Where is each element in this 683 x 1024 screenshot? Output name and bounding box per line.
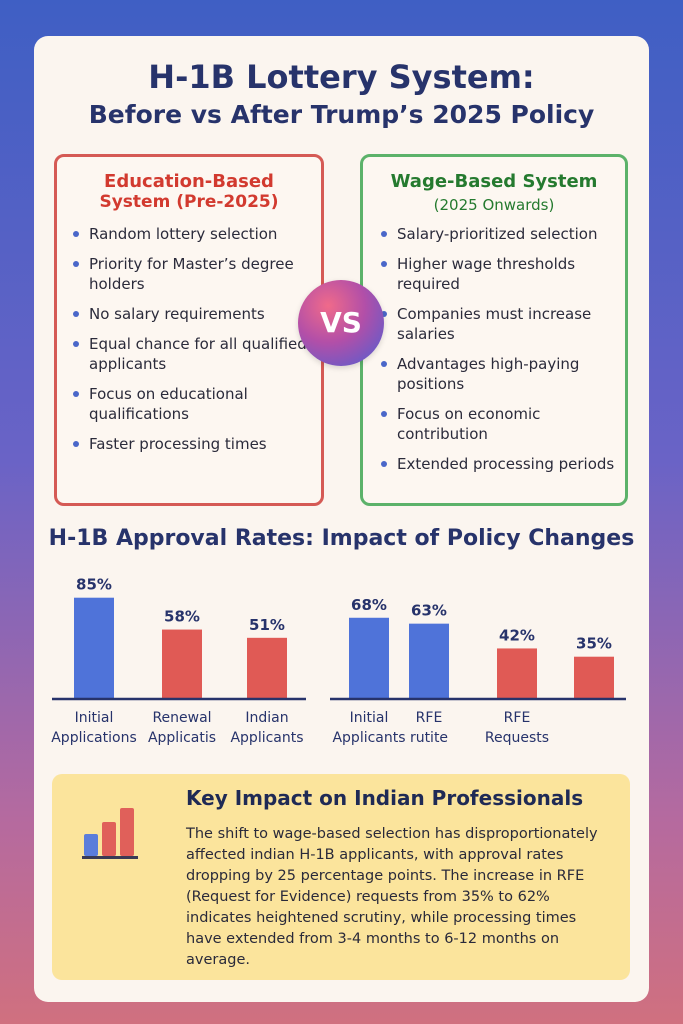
bar-1-1 <box>409 623 449 698</box>
list-item: Equal chance for all qualified applicant… <box>73 334 321 374</box>
category-label: Initial <box>75 710 114 726</box>
bullet-icon <box>381 461 387 467</box>
category-label: Applicants <box>332 730 405 746</box>
category-label: Requests <box>485 730 549 746</box>
bullet-icon <box>73 261 79 267</box>
key-impact-heading: Key Impact on Indian Professionals <box>186 786 584 810</box>
list-item: Faster processing times <box>73 434 321 454</box>
category-label: Applications <box>51 730 137 746</box>
key-impact-body: The shift to wage-based selection has di… <box>186 826 598 968</box>
wage-feature-list: Salary-prioritized selection Higher wage… <box>363 224 625 474</box>
category-label: Indian <box>245 710 288 726</box>
bar-1-2 <box>497 648 537 698</box>
bullet-icon <box>381 231 387 237</box>
data-label: 51% <box>249 616 285 634</box>
category-label: Renewal <box>152 710 211 726</box>
list-item: Priority for Master’s degree holders <box>73 254 321 294</box>
bullet-icon <box>73 311 79 317</box>
data-label: 68% <box>351 596 387 614</box>
data-label: 35% <box>576 635 612 653</box>
category-label: Initial <box>350 710 389 726</box>
bullet-icon <box>73 391 79 397</box>
category-label: Applicatis <box>148 730 216 746</box>
page-title: H-1B Lottery System: <box>148 58 535 96</box>
list-item: Extended processing periods <box>381 454 625 474</box>
list-item: Focus on educational qualifications <box>73 384 321 424</box>
education-based-panel: Education-Based System (Pre-2025) Random… <box>54 154 324 506</box>
education-panel-heading: Education-Based <box>104 171 274 192</box>
bullet-icon <box>73 441 79 447</box>
bar-1-3 <box>574 656 614 698</box>
bullet-icon <box>381 411 387 417</box>
key-impact-panel: Key Impact on Indian Professionals The s… <box>52 774 630 980</box>
list-item: Higher wage thresholds required <box>381 254 625 294</box>
bullet-icon <box>73 231 79 237</box>
list-item: No salary requirements <box>73 304 321 324</box>
list-item: Advantages high-paying positions <box>381 354 625 394</box>
infographic-card: H-1B Lottery System: Before vs After Tru… <box>34 36 649 1002</box>
category-label: RFE <box>416 710 443 726</box>
bar-0-1 <box>162 629 202 698</box>
bar-0-2 <box>247 637 287 698</box>
bar-0-0 <box>74 597 114 698</box>
wage-panel-heading: Wage-Based System <box>390 171 598 192</box>
data-label: 85% <box>76 576 112 594</box>
bullet-icon <box>381 361 387 367</box>
chart-section-title: H-1B Approval Rates: Impact of Policy Ch… <box>48 526 635 551</box>
approval-rates-chart: 85% Initial Applications 58% Renewal Applicat… <box>51 576 626 746</box>
category-label: rutite <box>410 730 448 746</box>
vs-badge: VS <box>298 280 384 366</box>
wage-panel-subheading: (2025 Onwards) <box>433 196 555 214</box>
data-label: 58% <box>164 608 200 626</box>
list-item: Companies must increase salaries <box>381 304 625 344</box>
list-item: Salary-prioritized selection <box>381 224 625 244</box>
bullet-icon <box>381 261 387 267</box>
bullet-icon <box>73 341 79 347</box>
list-item: Focus on economic contribution <box>381 404 625 444</box>
category-label: Applicants <box>230 730 303 746</box>
wage-based-panel: Wage-Based System (2025 Onwards) Salary-… <box>360 154 628 506</box>
education-panel-subheading: System (Pre-2025) <box>99 192 279 212</box>
bar-chart-icon <box>82 808 138 859</box>
data-label: 42% <box>499 626 535 644</box>
page-subtitle: Before vs After Trump’s 2025 Policy <box>88 100 595 129</box>
education-feature-list: Random lottery selection Priority for Ma… <box>57 224 321 454</box>
bullet-icon <box>381 311 387 317</box>
category-label: RFE <box>504 710 531 726</box>
data-label: 63% <box>411 602 447 620</box>
list-item: Random lottery selection <box>73 224 321 244</box>
bar-1-0 <box>349 617 389 698</box>
